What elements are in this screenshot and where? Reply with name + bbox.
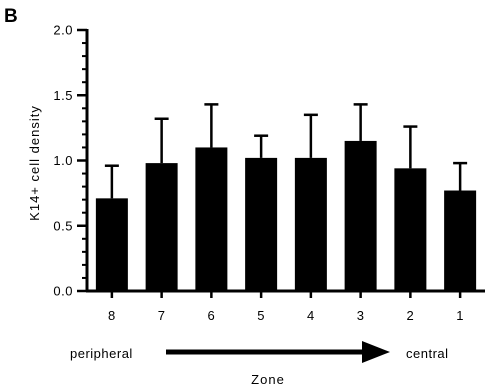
x-tick-label: 7 (158, 308, 166, 323)
x-tick-label: 4 (307, 308, 315, 323)
bar (245, 157, 278, 291)
bar (444, 190, 477, 291)
x-tick-label: 2 (407, 308, 415, 323)
direction-arrow (166, 341, 390, 363)
y-tick-label: 0.5 (53, 218, 73, 233)
y-tick-label: 1.5 (53, 88, 73, 103)
bar (294, 157, 327, 291)
y-axis-title: K14+ cell density (27, 105, 42, 221)
bar (95, 198, 128, 291)
x-tick-label: 8 (108, 308, 116, 323)
x-axis: 8 7 6 5 4 3 2 1 (86, 289, 485, 323)
panel-label: B (4, 6, 18, 27)
bars (95, 103, 477, 291)
x-tick-label: 3 (357, 308, 365, 323)
x-axis-title: Zone (251, 372, 285, 386)
bar (195, 147, 228, 291)
y-tick-label: 2.0 (53, 23, 73, 38)
central-label: central (406, 346, 449, 361)
y-axis: 0.0 0.5 1.0 1.5 2.0 (53, 23, 89, 299)
bar (394, 168, 427, 291)
arrow-head-icon (362, 341, 390, 363)
x-tick-label: 1 (456, 308, 464, 323)
y-tick-label: 1.0 (53, 153, 73, 168)
bar (145, 163, 178, 291)
bar (344, 140, 377, 291)
peripheral-label: peripheral (70, 346, 133, 361)
x-tick-label: 5 (257, 308, 265, 323)
x-tick-label: 6 (208, 308, 216, 323)
y-tick-label: 0.0 (53, 284, 73, 299)
